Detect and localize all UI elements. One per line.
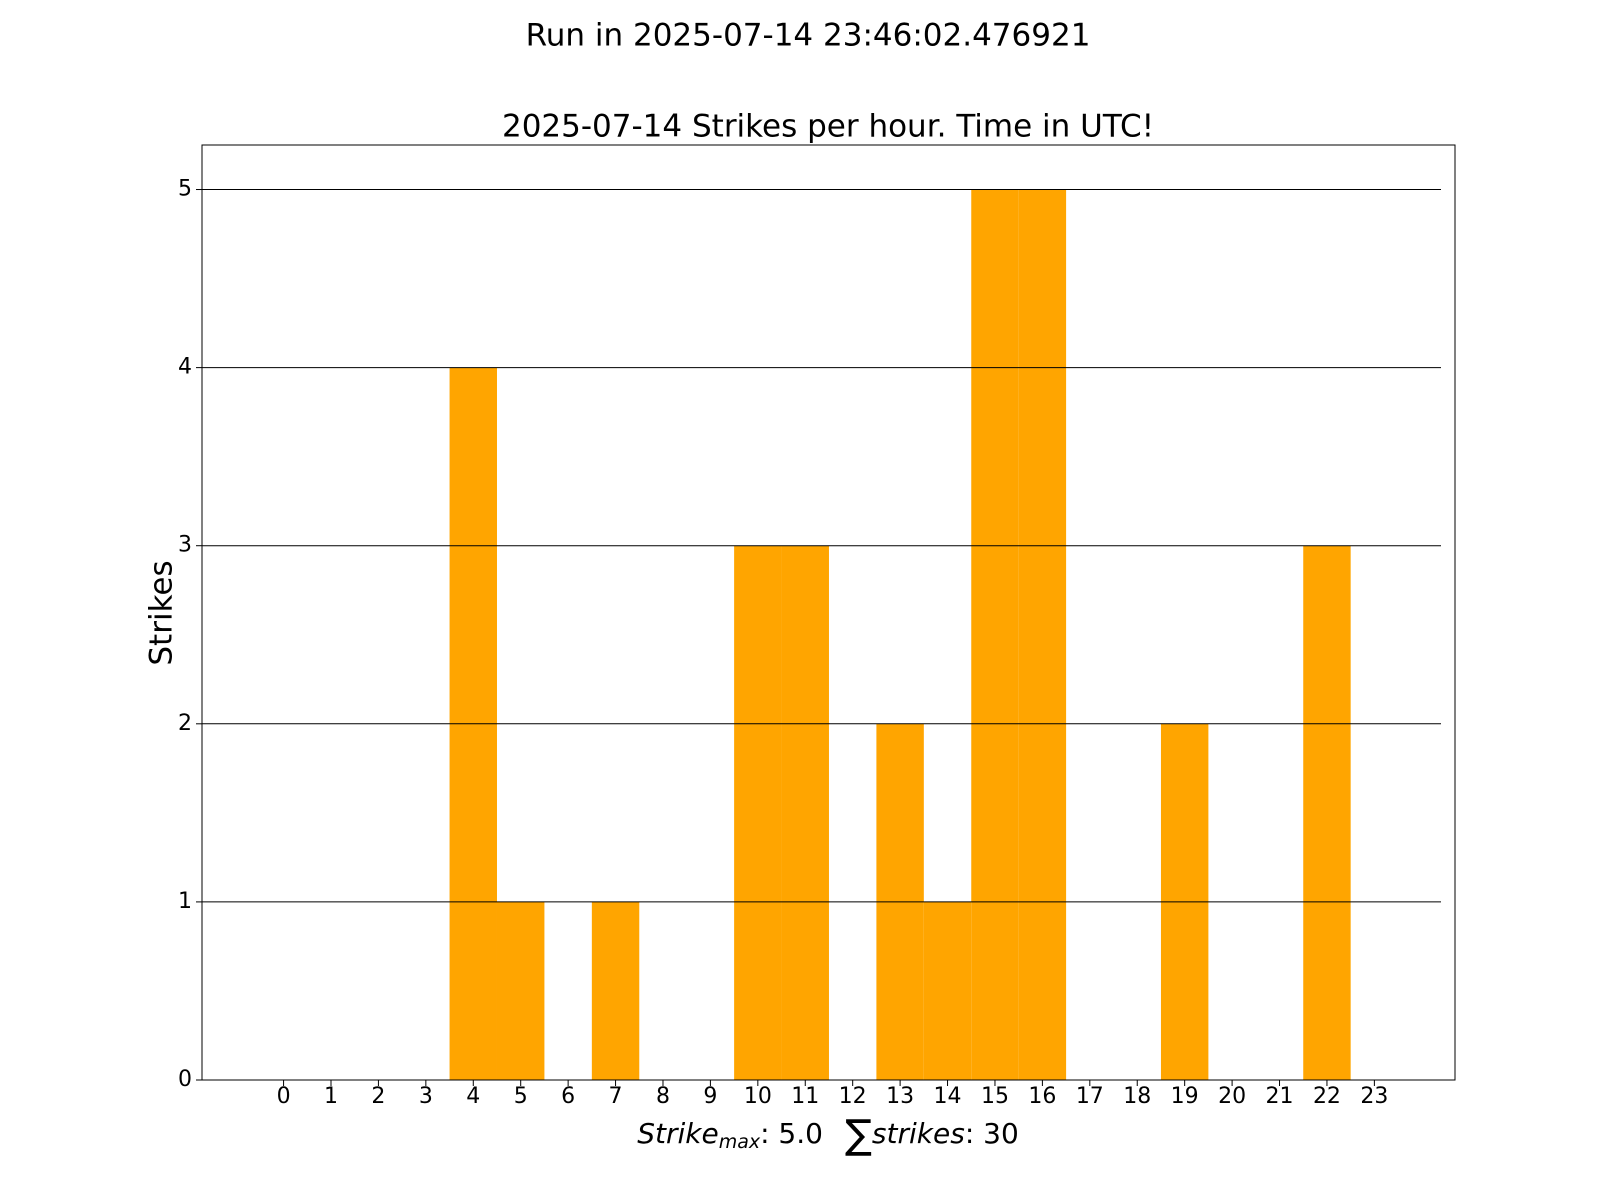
y-tick-label: 1 xyxy=(178,889,192,914)
x-tick-label: 23 xyxy=(1360,1084,1388,1109)
x-tick-label: 22 xyxy=(1313,1084,1341,1109)
x-tick-label: 2 xyxy=(371,1084,385,1109)
x-tick-label: 13 xyxy=(886,1084,914,1109)
y-tick-label: 5 xyxy=(178,177,192,202)
x-label-part: : 5.0 xyxy=(760,1117,823,1150)
x-tick-label: 15 xyxy=(981,1084,1009,1109)
x-label-part: max xyxy=(719,1131,761,1153)
x-tick-label: 0 xyxy=(277,1084,291,1109)
y-tick-label: 2 xyxy=(178,711,192,736)
x-tick-label: 1 xyxy=(324,1084,338,1109)
x-tick-label: 19 xyxy=(1171,1084,1199,1109)
x-tick-label: 7 xyxy=(609,1084,623,1109)
x-tick-label: 4 xyxy=(466,1084,480,1109)
x-axis-label: Strikemax: 5.0 ∑strikes: 30 xyxy=(637,1112,1019,1158)
y-tick-label: 0 xyxy=(178,1067,192,1092)
x-tick-label: 21 xyxy=(1266,1084,1294,1109)
chart-title: 2025-07-14 Strikes per hour. Time in UTC… xyxy=(502,109,1154,145)
bar xyxy=(1018,189,1067,1080)
bar xyxy=(971,189,1019,1080)
x-tick-label: 10 xyxy=(744,1084,772,1109)
bar xyxy=(1303,545,1351,1080)
y-tick-label: 3 xyxy=(178,533,192,558)
x-tick-label: 14 xyxy=(934,1084,962,1109)
x-tick-label: 16 xyxy=(1028,1084,1056,1109)
x-tick-label: 18 xyxy=(1123,1084,1151,1109)
x-tick-label: 3 xyxy=(419,1084,433,1109)
y-axis-label: Strikes xyxy=(144,560,180,665)
axes-frame xyxy=(201,144,1456,1081)
x-tick-label: 11 xyxy=(791,1084,819,1109)
bar xyxy=(781,545,829,1080)
x-label-part: ∑ xyxy=(845,1112,872,1158)
bar xyxy=(923,901,972,1080)
bar xyxy=(734,545,782,1080)
x-label-part: : 30 xyxy=(965,1117,1019,1150)
bar xyxy=(496,901,545,1080)
y-tick-label: 4 xyxy=(178,355,192,380)
x-tick-label: 8 xyxy=(656,1084,670,1109)
x-tick-label: 12 xyxy=(839,1084,867,1109)
bar xyxy=(591,901,640,1080)
x-label-part: Strike xyxy=(637,1117,718,1150)
x-tick-label: 6 xyxy=(561,1084,575,1109)
x-tick-label: 20 xyxy=(1218,1084,1246,1109)
suptitle: Run in 2025-07-14 23:46:02.476921 xyxy=(526,18,1091,54)
x-label-part: strikes xyxy=(872,1117,965,1150)
x-tick-label: 9 xyxy=(703,1084,717,1109)
x-tick-label: 5 xyxy=(514,1084,528,1109)
x-tick-label: 17 xyxy=(1076,1084,1104,1109)
